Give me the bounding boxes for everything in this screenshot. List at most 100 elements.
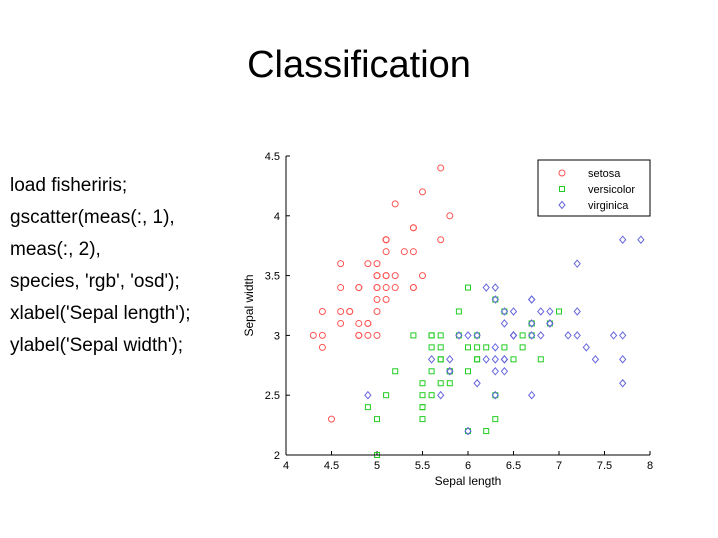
data-point-setosa: [382, 248, 390, 256]
data-point-virginica: [573, 259, 581, 268]
data-point-setosa: [437, 164, 445, 172]
data-point-setosa: [373, 260, 381, 268]
data-point-versicolor: [419, 404, 426, 411]
data-point-virginica: [619, 355, 627, 364]
legend-label-versicolor: versicolor: [588, 184, 635, 196]
data-point-versicolor: [437, 344, 444, 351]
data-point-setosa: [409, 248, 417, 256]
data-point-setosa: [318, 331, 326, 339]
data-point-virginica: [528, 390, 536, 400]
data-point-setosa: [318, 307, 326, 315]
data-point-virginica: [582, 343, 590, 352]
data-point-virginica: [537, 331, 545, 340]
data-point-versicolor: [474, 356, 481, 363]
x-tick-label: 7.5: [597, 460, 612, 472]
data-point-setosa: [382, 284, 390, 292]
data-point-setosa: [355, 331, 363, 339]
data-point-versicolor: [428, 392, 435, 399]
data-point-setosa: [337, 260, 345, 268]
data-point-virginica: [473, 378, 481, 388]
data-point-virginica: [500, 307, 509, 316]
data-point-setosa: [391, 200, 399, 208]
data-point-virginica: [473, 331, 481, 340]
x-tick-label: 4: [283, 460, 289, 472]
data-point-setosa: [364, 331, 372, 339]
data-point-virginica: [619, 331, 627, 340]
code-line: species, 'rgb', 'osd');: [10, 271, 180, 292]
data-point-versicolor: [410, 332, 417, 339]
data-point-versicolor: [428, 332, 435, 339]
data-point-versicolor: [510, 356, 517, 363]
y-tick-label: 3: [274, 330, 280, 342]
data-point-versicolor: [556, 308, 562, 315]
data-point-virginica: [500, 319, 509, 328]
slide-title: Classification: [247, 44, 471, 86]
data-point-setosa: [382, 296, 390, 304]
data-point-virginica: [437, 390, 445, 400]
data-point-versicolor: [465, 284, 471, 291]
data-point-setosa: [355, 319, 363, 327]
data-point-virginica: [464, 331, 472, 340]
data-point-setosa: [373, 331, 381, 339]
legend-marker-setosa: [558, 169, 566, 177]
data-point-versicolor: [392, 368, 399, 375]
data-point-setosa: [373, 272, 381, 280]
data-point-versicolor: [483, 344, 490, 351]
legend-label-virginica: virginica: [588, 200, 629, 212]
data-point-versicolor: [419, 392, 426, 399]
data-point-virginica: [528, 331, 536, 340]
data-point-virginica: [509, 331, 518, 340]
data-point-setosa: [373, 296, 381, 304]
x-tick-label: 8: [647, 460, 653, 472]
data-point-virginica: [464, 426, 472, 436]
data-point-setosa: [409, 224, 417, 232]
data-point-virginica: [528, 295, 536, 304]
data-point-setosa: [373, 284, 381, 292]
code-line: ylabel('Sepal width');: [10, 335, 184, 356]
data-point-virginica: [491, 283, 499, 292]
legend-label-setosa: setosa: [588, 168, 621, 180]
data-point-setosa: [337, 319, 345, 327]
data-point-virginica: [619, 235, 627, 244]
y-axis-label: Sepal width: [242, 274, 256, 336]
data-point-setosa: [419, 272, 426, 280]
data-point-versicolor: [419, 416, 426, 423]
data-point-versicolor: [428, 368, 435, 375]
data-point-setosa: [382, 236, 390, 244]
data-point-virginica: [427, 355, 436, 364]
data-point-setosa: [446, 212, 454, 220]
code-line: gscatter(meas(:, 1),: [10, 207, 175, 228]
data-point-virginica: [491, 390, 499, 400]
data-point-versicolor: [428, 332, 435, 339]
data-point-virginica: [573, 307, 581, 316]
data-point-setosa: [337, 307, 345, 315]
data-point-versicolor: [419, 404, 426, 411]
x-tick-label: 5.5: [415, 460, 430, 472]
data-point-versicolor: [437, 380, 444, 387]
data-point-virginica: [446, 355, 454, 364]
data-point-versicolor: [474, 344, 481, 351]
data-point-virginica: [528, 295, 536, 304]
data-point-setosa: [309, 331, 317, 339]
code-line: meas(:, 2),: [10, 239, 101, 260]
data-point-setosa: [391, 272, 399, 280]
data-point-versicolor: [446, 380, 453, 387]
data-point-setosa: [328, 415, 335, 423]
data-point-versicolor: [419, 380, 426, 387]
data-point-setosa: [337, 284, 345, 292]
data-point-setosa: [364, 319, 372, 327]
data-point-setosa: [400, 248, 408, 256]
data-point-virginica: [446, 367, 454, 376]
scatter-chart: 4 4.5 5 5.5 6 6.5 7 7.5 8 2 2.5 3 3.5 4 4.5 Sepal lengt…: [242, 151, 653, 488]
code-line: xlabel('Sepal length');: [10, 303, 191, 324]
code-line: load fisheriris;: [10, 175, 128, 196]
data-point-virginica: [500, 355, 509, 364]
legend-marker-versicolor: [559, 186, 565, 192]
data-point-virginica: [500, 355, 509, 364]
y-tick-label: 4: [274, 211, 280, 223]
data-point-versicolor: [501, 344, 508, 351]
data-point-versicolor: [519, 332, 526, 339]
data-point-virginica: [491, 367, 499, 376]
data-point-versicolor: [483, 428, 490, 435]
x-tick-label: 6: [465, 460, 471, 472]
